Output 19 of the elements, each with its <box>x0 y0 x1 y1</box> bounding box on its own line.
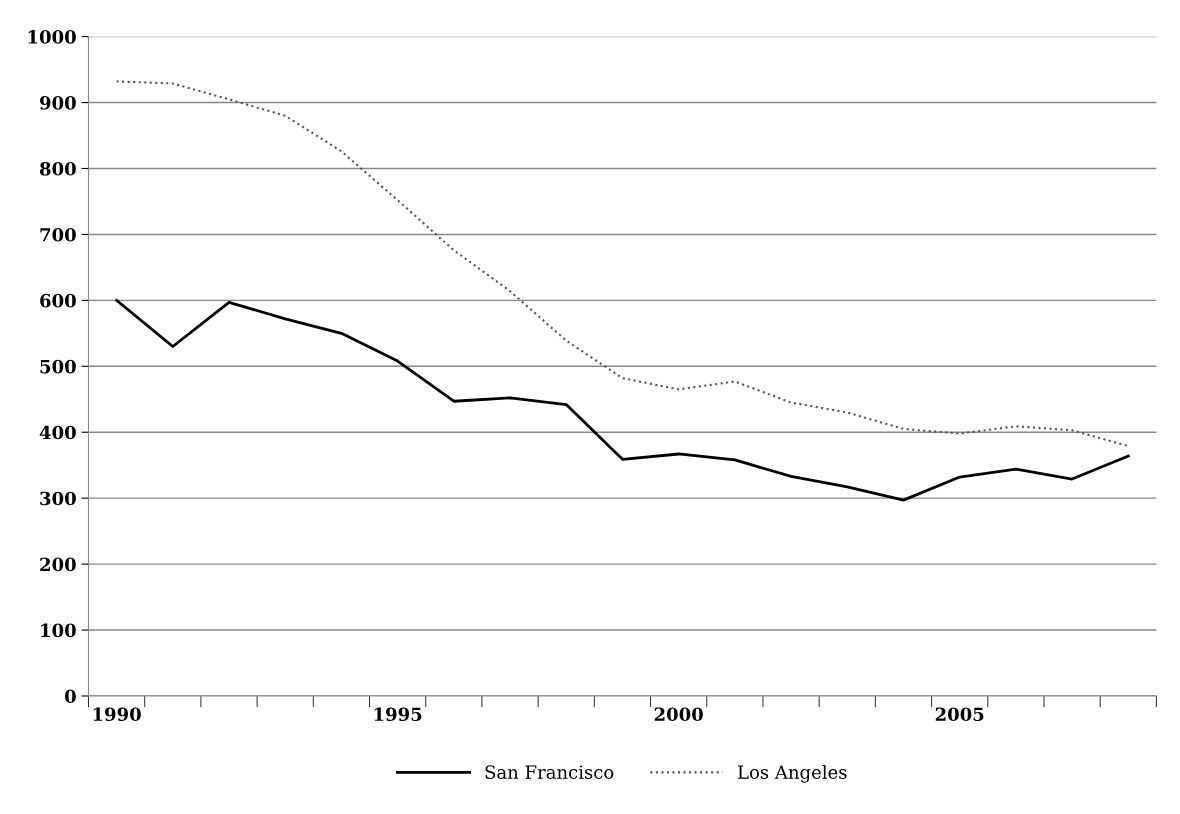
y-tick-label: 200 <box>40 557 76 572</box>
line-series <box>115 80 1130 448</box>
y-tick-label: 700 <box>40 227 76 242</box>
y-tick-label: 500 <box>40 359 76 374</box>
y-tick-label: 600 <box>40 293 76 308</box>
legend-label: San Francisco <box>485 765 614 779</box>
y-tick-label: 0 <box>64 689 76 704</box>
x-tick-label: 1995 <box>374 707 422 722</box>
y-tick-label: 800 <box>39 161 76 176</box>
x-tick-label: 1990 <box>93 707 141 722</box>
y-tick-label: 900 <box>39 96 76 110</box>
y-tick-label: 400 <box>39 425 76 440</box>
y-tick-label: 100 <box>41 623 76 638</box>
legend-label: Los Angeles <box>738 764 847 783</box>
y-tick-label: 300 <box>40 491 76 506</box>
x-tick-label: 2005 <box>935 707 984 722</box>
y-tick-label: 1000 <box>28 30 76 44</box>
x-tick-label: 2000 <box>654 707 703 722</box>
line-series <box>115 298 1130 502</box>
